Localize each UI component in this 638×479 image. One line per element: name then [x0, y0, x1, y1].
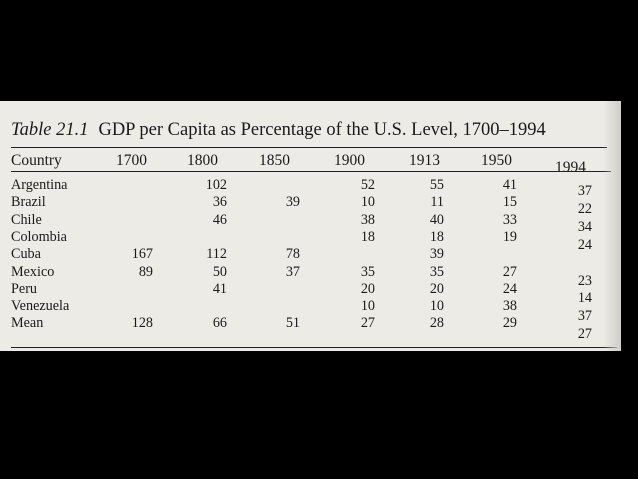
page-curl-shadow [603, 101, 621, 351]
row-label: Brazil [11, 194, 46, 211]
table-cell: 23 [577, 272, 592, 289]
table-cell: 22 [577, 200, 592, 217]
row-label: Mexico [11, 263, 55, 280]
table-cell: 24 [577, 236, 592, 253]
header-year-1994: 1994 [555, 159, 586, 176]
header-year-1950: 1950 [481, 152, 512, 169]
table-cell: 112 [206, 246, 227, 263]
table-cell: 20 [429, 280, 444, 297]
table-cell: 29 [502, 315, 517, 332]
table-cell: 102 [205, 177, 227, 193]
table-title: GDP per Capita as Percentage of the U.S.… [98, 120, 546, 140]
header-year-1900: 1900 [334, 152, 365, 169]
row-label: Peru [11, 280, 38, 297]
table-cell: 28 [429, 315, 444, 332]
table-cell: 50 [212, 263, 227, 280]
table-cell: 38 [360, 211, 375, 228]
row-label: Cuba [11, 246, 41, 263]
top-rule [11, 147, 607, 148]
header-country: Country [11, 152, 62, 169]
table-cell: 40 [429, 211, 444, 228]
table-cell: 18 [360, 228, 375, 245]
table-cell: 10 [429, 298, 444, 315]
table-cell: 34 [577, 218, 592, 235]
header-rule [11, 171, 611, 172]
table-cell: 39 [429, 246, 444, 263]
row-label: Venezuela [11, 298, 70, 315]
header-year-1700: 1700 [116, 152, 147, 169]
table-cell: 41 [502, 177, 517, 193]
table-cell: 24 [502, 280, 517, 297]
table-cell: 37 [285, 263, 300, 280]
table-cell: 19 [502, 228, 517, 245]
table-cell: 89 [138, 263, 153, 280]
table-cell: 14 [577, 290, 592, 307]
row-label: Chile [11, 211, 42, 228]
table-cell: 52 [360, 177, 375, 193]
table-cell: 27 [360, 315, 375, 332]
header-year-1913: 1913 [409, 152, 440, 169]
table-cell: 18 [429, 228, 444, 245]
table-cell: 46 [212, 211, 227, 228]
table-cell: 38 [502, 298, 517, 315]
table-cell: 33 [502, 211, 517, 228]
header-year-1850: 1850 [259, 152, 290, 169]
row-label: Colombia [11, 228, 67, 245]
table-cell: 35 [429, 263, 444, 280]
table-cell: 41 [212, 280, 227, 297]
row-label: Mean [11, 315, 44, 332]
table-cell: 11 [430, 194, 444, 211]
row-label: Argentina [11, 177, 68, 193]
table-cell: 51 [285, 315, 300, 332]
table-cell: 37 [577, 183, 592, 199]
table-cell: 10 [360, 298, 375, 315]
book-page: Table 21.1 GDP per Capita as Percentage o… [0, 101, 621, 351]
table-cell: 27 [577, 326, 592, 343]
table-cell: 78 [285, 246, 300, 263]
table-cell: 37 [577, 308, 592, 325]
table-cell: 27 [502, 263, 517, 280]
table-cell: 55 [429, 177, 444, 193]
table-cell: 128 [131, 315, 153, 332]
table-label: Table 21.1 [11, 120, 89, 140]
table-cell: 66 [212, 315, 227, 332]
table-cell: 35 [360, 263, 375, 280]
table-cell: 167 [131, 246, 153, 263]
table-cell: 36 [212, 194, 227, 211]
table-cell: 20 [360, 280, 375, 297]
table-cell: 39 [285, 194, 300, 211]
bottom-rule [11, 347, 617, 348]
table-cell: 10 [360, 194, 375, 211]
table-caption: Table 21.1 GDP per Capita as Percentage o… [11, 120, 546, 141]
header-year-1800: 1800 [187, 152, 218, 169]
table-cell: 15 [502, 194, 517, 211]
